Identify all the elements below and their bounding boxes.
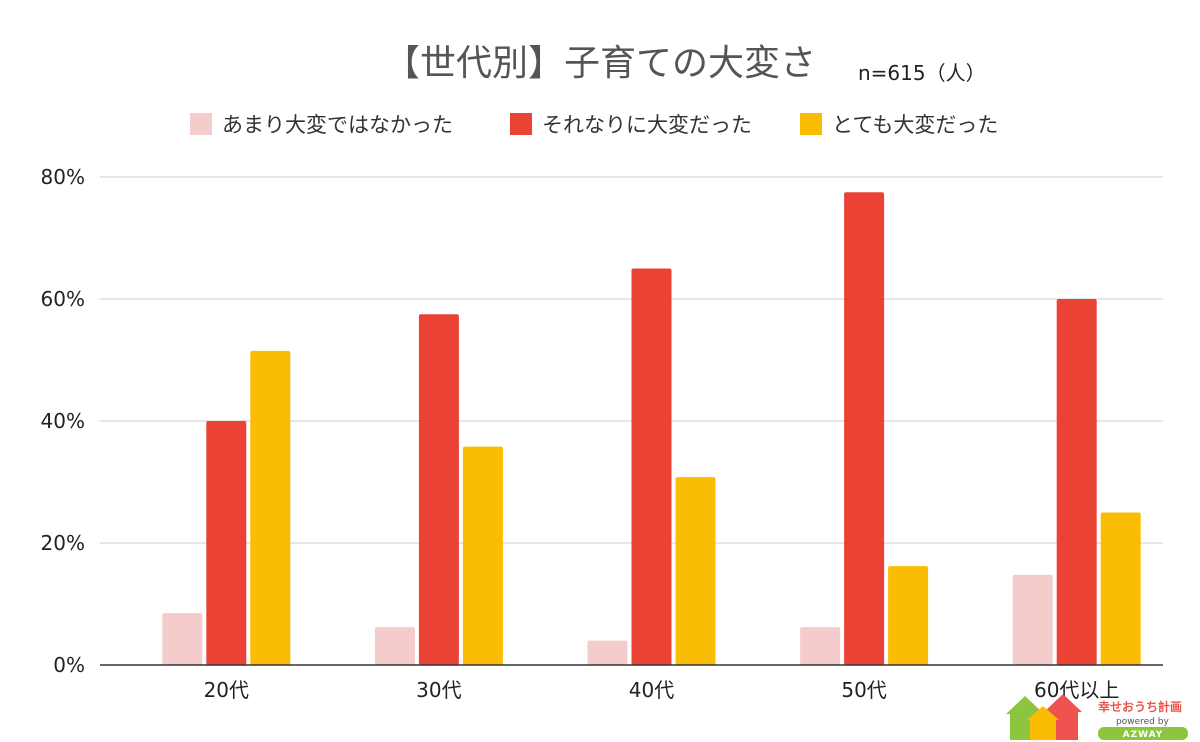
logo-band [1098, 727, 1188, 740]
x-tick-label: 50代 [841, 678, 886, 702]
legend-swatch [510, 113, 532, 135]
bar-20代-s1 [206, 421, 247, 665]
x-tick-label: 40代 [629, 678, 674, 702]
bar-60代以上-s1 [1056, 299, 1097, 665]
logo-name: 幸せおうち計画 [1098, 699, 1182, 714]
x-tick-label: 30代 [416, 678, 461, 702]
y-tick-label: 20% [41, 531, 85, 555]
logo-powered: powered by [1116, 717, 1169, 727]
legend-swatch [190, 113, 212, 135]
logo-roof-red [1044, 694, 1082, 712]
bar-40代-s2 [675, 477, 716, 665]
x-axis-ticks: 20代 30代 40代 50代 60代以上 [204, 678, 1120, 702]
grid: 0% 20% 40% 60% 80% [41, 165, 1163, 677]
bar-50代-s0 [800, 627, 841, 665]
legend-label: とても大変だった [832, 113, 998, 137]
legend-swatch [800, 113, 822, 135]
chart-subtitle: n=615（人） [858, 61, 986, 85]
bar-60代以上-s0 [1012, 574, 1053, 665]
bars [162, 192, 1141, 665]
logo-roof-green [1006, 696, 1044, 714]
bar-20代-s2 [250, 350, 291, 665]
chart-title: 【世代別】子育ての大変さ [384, 43, 816, 84]
y-tick-label: 0% [53, 653, 85, 677]
bar-20代-s0 [162, 613, 203, 665]
legend: あまり大変ではなかった それなりに大変だった とても大変だった [190, 113, 998, 137]
bar-40代-s0 [587, 640, 628, 665]
logo-roof-yellow [1027, 706, 1059, 720]
logo-brand: AZWAY [1123, 730, 1164, 740]
y-tick-label: 80% [41, 165, 85, 189]
bar-30代-s0 [374, 627, 415, 665]
bar-50代-s1 [844, 192, 885, 665]
y-tick-label: 40% [41, 409, 85, 433]
x-tick-label: 20代 [204, 678, 249, 702]
logo-house-yellow [1030, 718, 1056, 740]
bar-30代-s1 [418, 314, 459, 665]
bar-30代-s2 [462, 446, 503, 665]
bar-60代以上-s2 [1100, 512, 1141, 665]
legend-label: あまり大変ではなかった [222, 113, 453, 137]
bar-50代-s2 [888, 566, 929, 665]
bar-40代-s1 [631, 268, 672, 665]
y-tick-label: 60% [41, 287, 85, 311]
legend-label: それなりに大変だった [542, 113, 752, 137]
brand-logo: 幸せおうち計画 powered by AZWAY [1006, 694, 1188, 740]
x-tick-label: 60代以上 [1034, 678, 1119, 702]
